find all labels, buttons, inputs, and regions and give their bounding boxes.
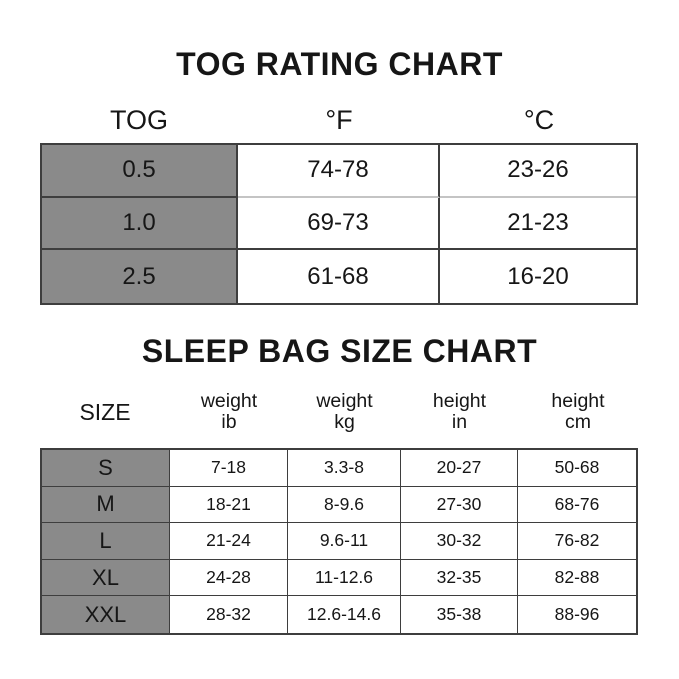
- size-cell: 11-12.6: [288, 559, 401, 597]
- size-cell: 21-24: [170, 523, 288, 560]
- size-cell: 35-38: [401, 596, 518, 633]
- tog-chart-title: TOG RATING CHART: [176, 46, 503, 82]
- tog-header-tog: TOG: [109, 104, 168, 135]
- size-cell: 3.3-8: [288, 450, 401, 487]
- size-cell: 76-82: [518, 523, 636, 560]
- size-header-size: SIZE: [79, 398, 131, 425]
- tog-cell: 16-20: [507, 262, 569, 290]
- size-cell: M: [42, 486, 170, 524]
- size-cell: 12.6-14.6: [288, 596, 401, 633]
- size-cell: XXL: [42, 596, 170, 633]
- size-cell: 82-88: [518, 560, 636, 597]
- tog-cell: 1.0: [42, 197, 238, 251]
- size-cell: XL: [42, 559, 170, 597]
- tog-header-fahrenheit: °F: [325, 104, 353, 135]
- size-cell: 50-68: [518, 450, 636, 487]
- size-cell: 7-18: [170, 450, 288, 487]
- header-line-2: ib: [221, 411, 237, 433]
- size-header-weight-ib: weight ib: [170, 391, 288, 433]
- header-line-1: weight: [316, 390, 373, 412]
- header-line-2: kg: [334, 411, 355, 433]
- tog-rating-table: 0.5 74-78 23-26 1.0 69-73 21-23 2.5 61-6…: [40, 143, 638, 305]
- header-line-1: height: [551, 390, 605, 412]
- size-header-weight-kg: weight kg: [288, 391, 401, 433]
- size-cell: 27-30: [401, 486, 518, 524]
- size-cell: 24-28: [170, 559, 288, 597]
- tog-header-celsius: °C: [523, 104, 555, 135]
- tog-header-row: TOG °F °C: [40, 100, 638, 140]
- size-header-height-in: height in: [401, 391, 518, 433]
- size-cell: 30-32: [401, 523, 518, 560]
- size-chart-title: SLEEP BAG SIZE CHART: [141, 333, 538, 369]
- header-line-1: weight: [200, 390, 258, 412]
- size-cell: L: [42, 523, 170, 560]
- tog-cell: 2.5: [42, 250, 238, 303]
- sleep-bag-size-table: S 7-18 3.3-8 20-27 50-68 M 18-21 8-9.6 2…: [40, 448, 638, 635]
- size-cell: 28-32: [170, 596, 288, 633]
- tog-cell: 21-23: [440, 198, 636, 251]
- size-cell: 68-76: [518, 487, 636, 524]
- size-cell: 8-9.6: [288, 486, 401, 524]
- size-cell: 18-21: [170, 486, 288, 524]
- size-cell: S: [42, 450, 170, 487]
- header-line-1: height: [432, 390, 487, 412]
- size-header-height-cm: height cm: [518, 391, 638, 433]
- header-line-2: in: [451, 411, 468, 433]
- size-cell: 32-35: [401, 559, 518, 597]
- tog-cell: 0.5: [42, 145, 238, 198]
- tog-cell: 74-78: [238, 145, 440, 198]
- size-header-row: SIZE weight ib weight kg height in heigh…: [40, 388, 638, 436]
- tog-cell: 23-26: [440, 145, 636, 198]
- size-cell: 20-27: [401, 450, 518, 487]
- size-cell: 9.6-11: [288, 523, 401, 560]
- header-line-2: cm: [565, 411, 591, 433]
- size-cell: 88-96: [554, 604, 600, 625]
- tog-cell: 69-73: [238, 197, 440, 251]
- tog-cell: 61-68: [238, 250, 440, 303]
